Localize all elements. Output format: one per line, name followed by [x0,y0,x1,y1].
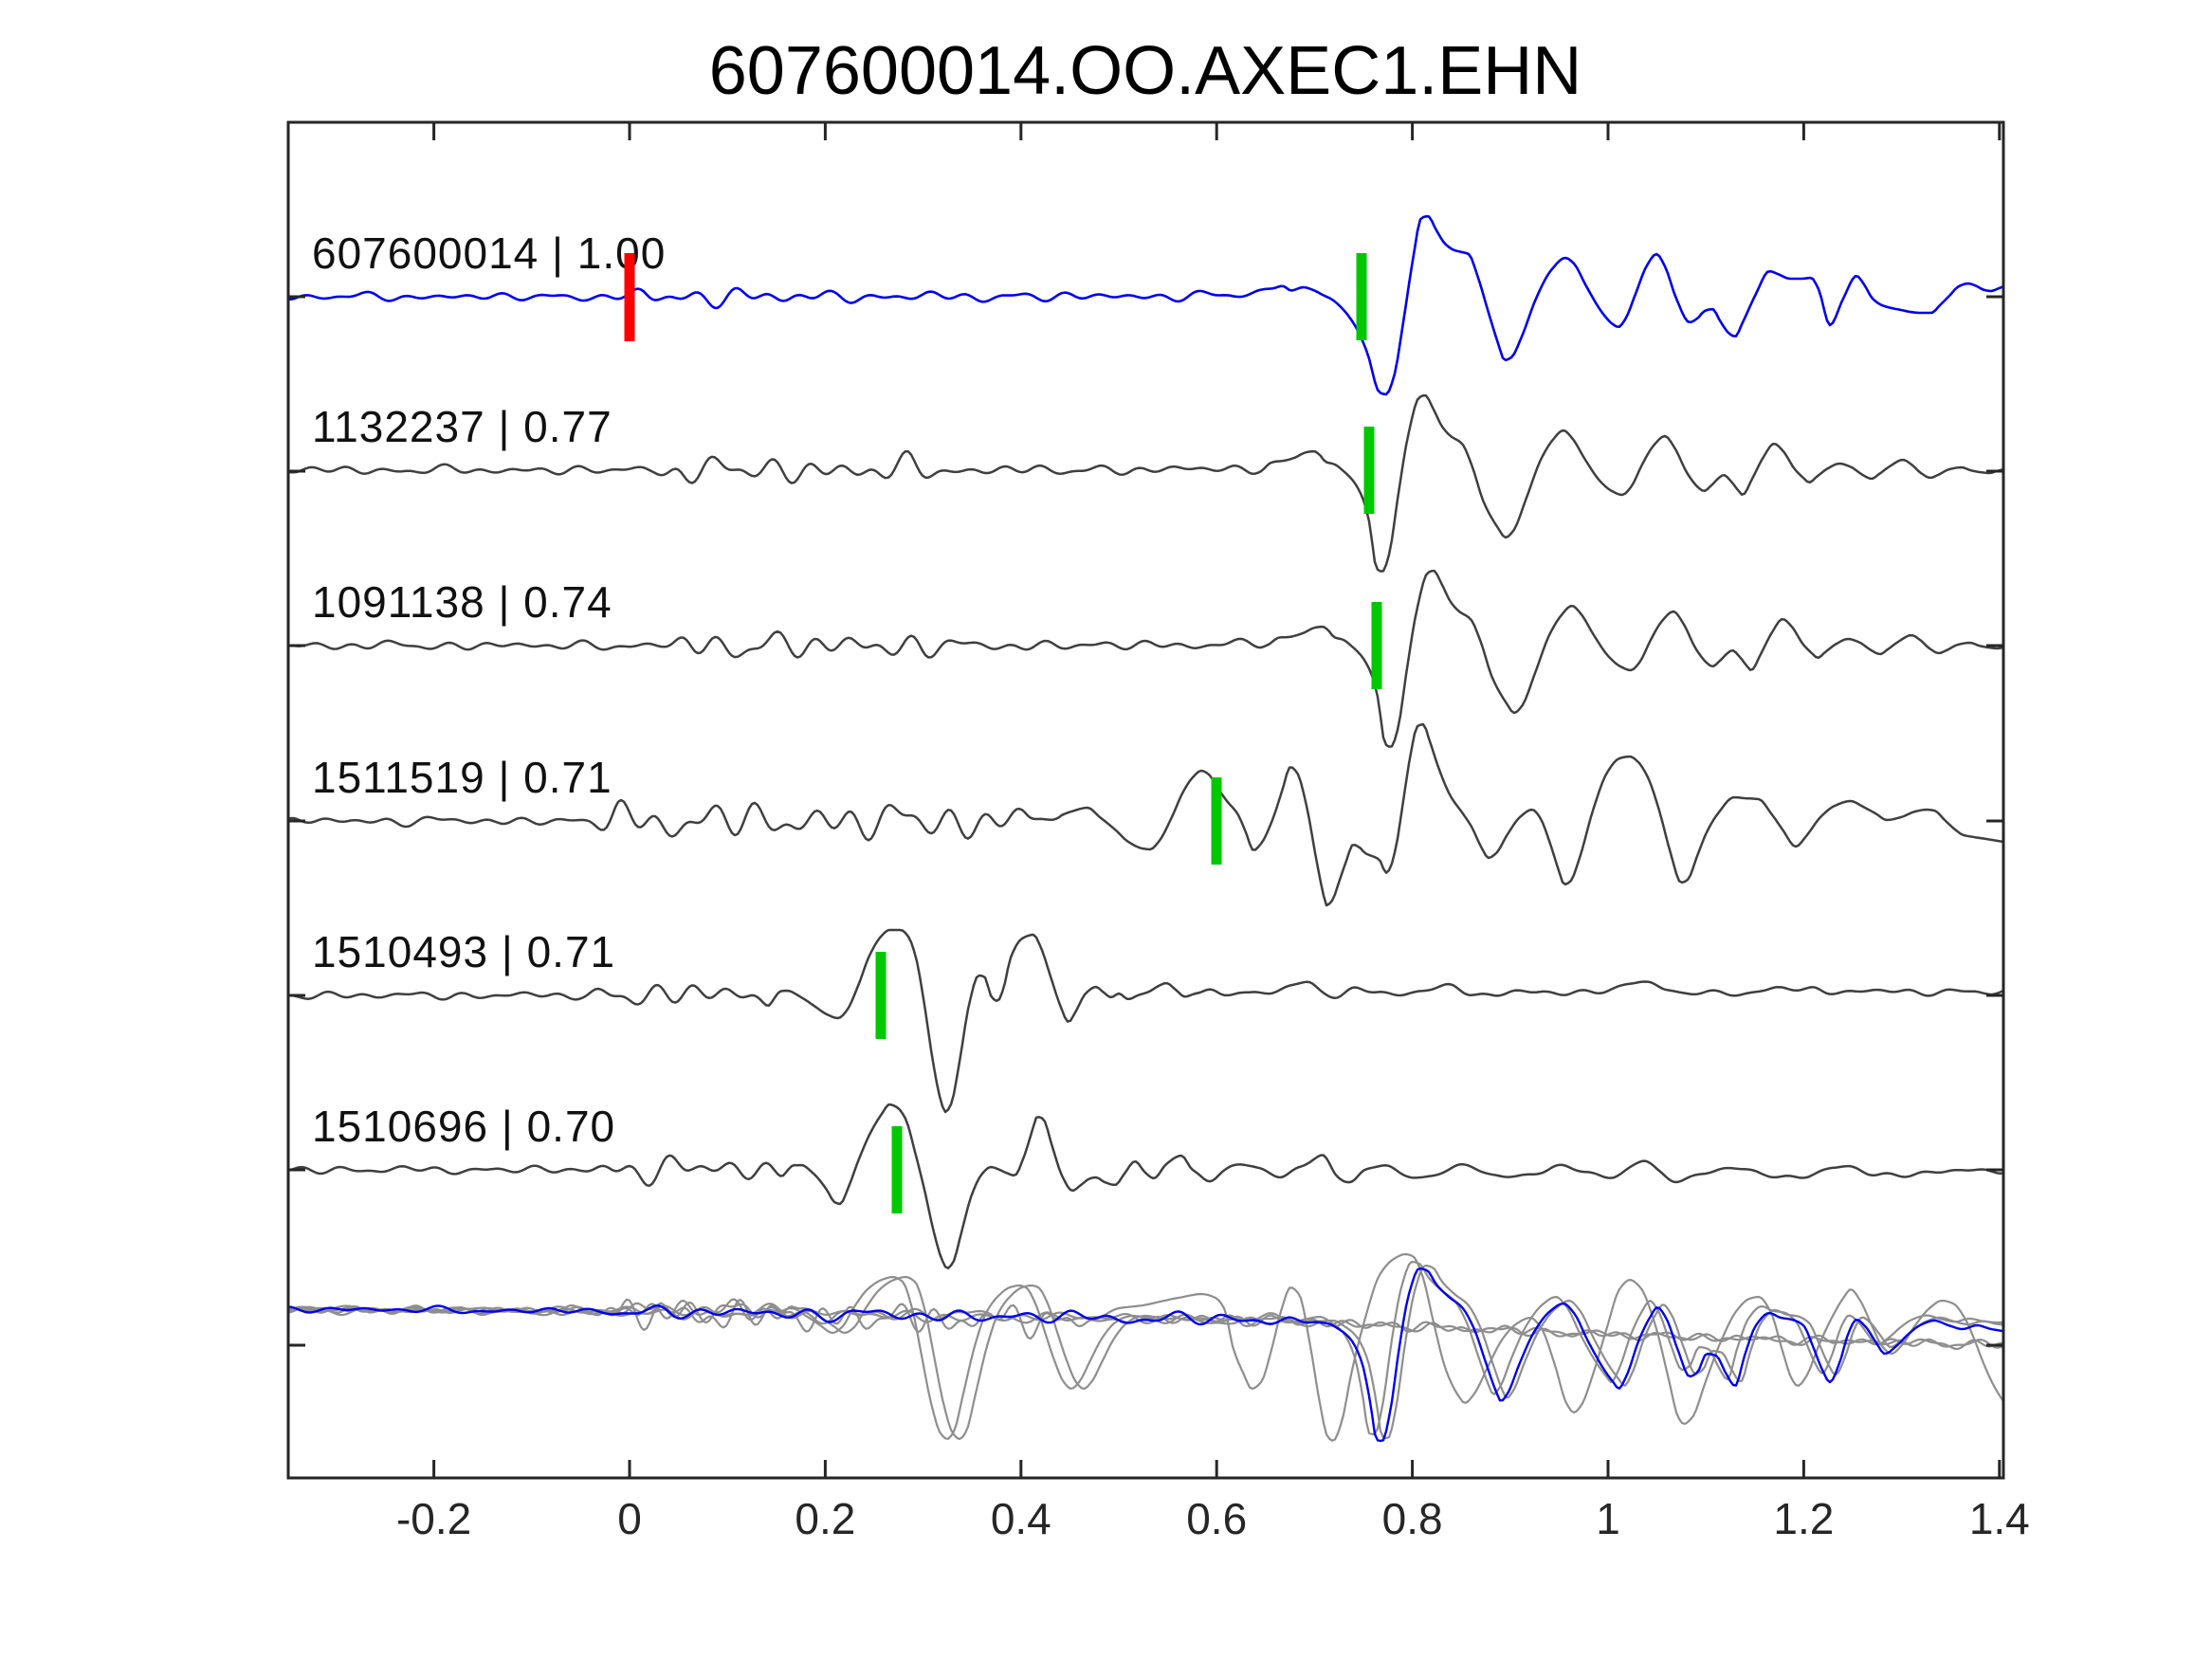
svg-text:1510493 | 0.71: 1510493 | 0.71 [312,927,615,976]
svg-text:1091138 | 0.74: 1091138 | 0.74 [312,577,612,627]
svg-text:0.8: 0.8 [1382,1494,1443,1543]
svg-text:0.2: 0.2 [795,1494,855,1543]
svg-text:1510696 | 0.70: 1510696 | 0.70 [312,1102,615,1151]
svg-text:1132237 | 0.77: 1132237 | 0.77 [312,402,612,451]
svg-text:1.2: 1.2 [1773,1494,1834,1543]
svg-text:1511519 | 0.71: 1511519 | 0.71 [312,753,612,802]
svg-text:1: 1 [1596,1494,1620,1543]
svg-text:607600014 | 1.00: 607600014 | 1.00 [312,228,666,278]
svg-text:0: 0 [617,1494,642,1543]
svg-text:0.4: 0.4 [991,1494,1051,1543]
svg-text:-0.2: -0.2 [396,1494,471,1543]
svg-text:607600014.OO.AXEC1.EHN: 607600014.OO.AXEC1.EHN [709,33,1582,109]
svg-text:0.6: 0.6 [1186,1494,1247,1543]
svg-text:1.4: 1.4 [1969,1494,2030,1543]
